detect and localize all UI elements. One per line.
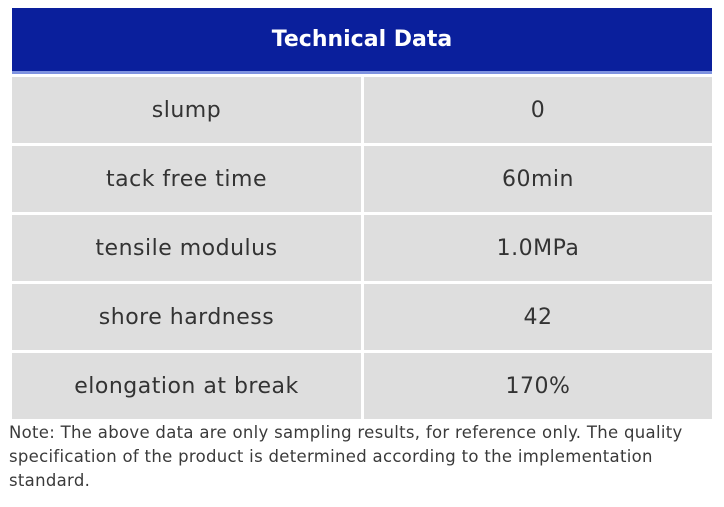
- table-row: shore hardness 42: [12, 284, 712, 350]
- row-value: 60min: [364, 146, 712, 212]
- technical-data-table: Technical Data slump 0 tack free time 60…: [12, 8, 712, 419]
- table-row: slump 0: [12, 77, 712, 143]
- row-value: 42: [364, 284, 712, 350]
- row-value: 0: [364, 77, 712, 143]
- row-value: 1.0MPa: [364, 215, 712, 281]
- row-label: slump: [12, 77, 361, 143]
- table-row: tensile modulus 1.0MPa: [12, 215, 712, 281]
- table-title: Technical Data: [12, 8, 712, 74]
- row-value: 170%: [364, 353, 712, 419]
- note-text: Note: The above data are only sampling r…: [9, 423, 683, 490]
- table-row: tack free time 60min: [12, 146, 712, 212]
- row-label: tensile modulus: [12, 215, 361, 281]
- row-label: shore hardness: [12, 284, 361, 350]
- row-label: elongation at break: [12, 353, 361, 419]
- table-row: elongation at break 170%: [12, 353, 712, 419]
- row-label: tack free time: [12, 146, 361, 212]
